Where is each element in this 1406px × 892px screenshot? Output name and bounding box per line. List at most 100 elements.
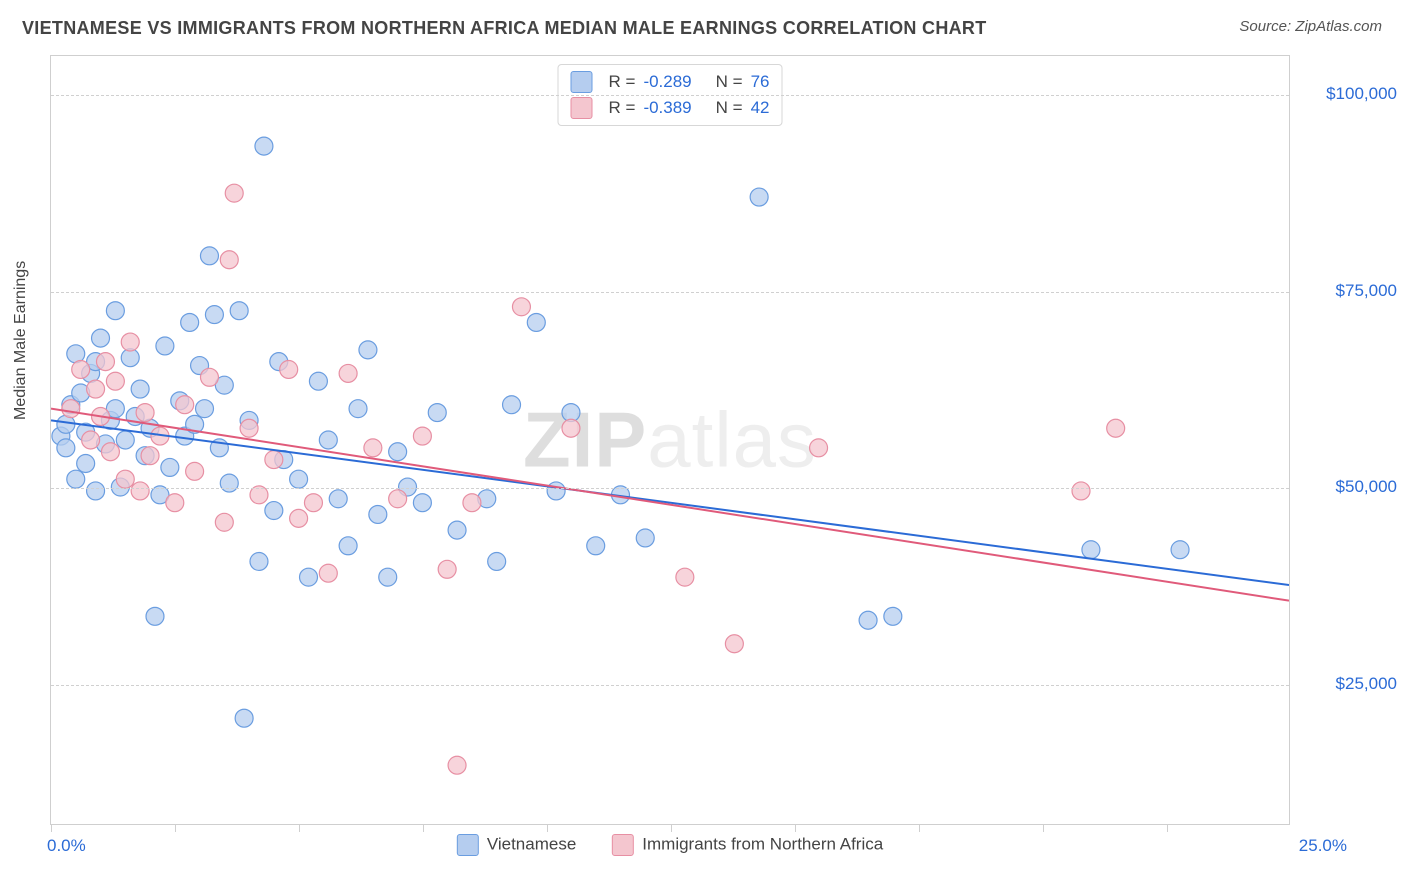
data-point <box>131 482 149 500</box>
x-tick-mark <box>423 824 424 832</box>
data-point <box>161 458 179 476</box>
data-point <box>488 552 506 570</box>
x-tick-mark <box>919 824 920 832</box>
chart-source: Source: ZipAtlas.com <box>1239 18 1382 35</box>
data-point <box>547 482 565 500</box>
data-point <box>329 490 347 508</box>
data-point <box>750 188 768 206</box>
chart-plot-area: ZIPatlas R = -0.289N = 76R = -0.389N = 4… <box>50 55 1290 825</box>
data-point <box>512 298 530 316</box>
x-tick-mark <box>299 824 300 832</box>
scatter-plot-svg <box>51 56 1289 824</box>
data-point <box>1082 541 1100 559</box>
data-point <box>215 513 233 531</box>
y-axis-label: Median Male Earnings <box>12 261 30 420</box>
data-point <box>101 443 119 461</box>
data-point <box>389 490 407 508</box>
data-point <box>96 353 114 371</box>
data-point <box>255 137 273 155</box>
data-point <box>72 360 90 378</box>
data-point <box>225 184 243 202</box>
data-point <box>166 494 184 512</box>
gridline <box>51 95 1289 96</box>
data-point <box>810 439 828 457</box>
data-point <box>106 372 124 390</box>
data-point <box>587 537 605 555</box>
gridline <box>51 685 1289 686</box>
data-point <box>131 380 149 398</box>
data-point <box>304 494 322 512</box>
n-value: 42 <box>751 98 770 118</box>
legend-swatch <box>571 71 593 93</box>
y-tick-label: $100,000 <box>1297 84 1397 104</box>
data-point <box>62 400 80 418</box>
data-point <box>156 337 174 355</box>
data-point <box>146 607 164 625</box>
data-point <box>364 439 382 457</box>
data-point <box>1072 482 1090 500</box>
n-value: 76 <box>751 72 770 92</box>
r-value: -0.289 <box>643 72 691 92</box>
data-point <box>181 313 199 331</box>
x-tick-mark <box>547 824 548 832</box>
correlation-legend-row: R = -0.389N = 42 <box>571 95 770 121</box>
data-point <box>319 431 337 449</box>
r-label: R = <box>609 98 636 118</box>
x-tick-mark <box>795 824 796 832</box>
data-point <box>448 756 466 774</box>
data-point <box>290 509 308 527</box>
x-tick-mark <box>1043 824 1044 832</box>
legend-label: Vietnamese <box>487 834 576 853</box>
data-point <box>220 474 238 492</box>
legend-item: Immigrants from Northern Africa <box>612 834 883 856</box>
data-point <box>136 404 154 422</box>
data-point <box>220 251 238 269</box>
data-point <box>527 313 545 331</box>
data-point <box>77 455 95 473</box>
data-point <box>463 494 481 512</box>
correlation-legend-row: R = -0.289 N = 76 <box>571 69 770 95</box>
data-point <box>121 333 139 351</box>
n-label: N = <box>716 72 743 92</box>
legend-swatch <box>612 834 634 856</box>
r-label: R = <box>609 72 636 92</box>
data-point <box>859 611 877 629</box>
chart-title: VIETNAMESE VS IMMIGRANTS FROM NORTHERN A… <box>22 18 987 39</box>
data-point <box>280 360 298 378</box>
data-point <box>309 372 327 390</box>
data-point <box>57 439 75 457</box>
data-point <box>349 400 367 418</box>
y-tick-label: $25,000 <box>1297 674 1397 694</box>
data-point <box>1107 419 1125 437</box>
data-point <box>725 635 743 653</box>
data-point <box>82 431 100 449</box>
data-point <box>413 494 431 512</box>
data-point <box>200 368 218 386</box>
legend-item: Vietnamese <box>457 834 576 856</box>
x-tick-mark <box>175 824 176 832</box>
gridline <box>51 488 1289 489</box>
data-point <box>379 568 397 586</box>
data-point <box>503 396 521 414</box>
data-point <box>290 470 308 488</box>
data-point <box>428 404 446 422</box>
data-point <box>319 564 337 582</box>
data-point <box>413 427 431 445</box>
legend-swatch <box>457 834 479 856</box>
data-point <box>448 521 466 539</box>
data-point <box>176 396 194 414</box>
data-point <box>205 306 223 324</box>
data-point <box>141 447 159 465</box>
chart-header: VIETNAMESE VS IMMIGRANTS FROM NORTHERN A… <box>0 0 1406 47</box>
data-point <box>369 505 387 523</box>
series-legend: Vietnamese Immigrants from Northern Afric… <box>457 834 883 856</box>
data-point <box>116 470 134 488</box>
x-axis-max-label: 25.0% <box>1299 836 1347 856</box>
gridline <box>51 292 1289 293</box>
trend-line <box>51 420 1289 585</box>
data-point <box>300 568 318 586</box>
data-point <box>438 560 456 578</box>
y-tick-label: $75,000 <box>1297 281 1397 301</box>
data-point <box>884 607 902 625</box>
data-point <box>196 400 214 418</box>
